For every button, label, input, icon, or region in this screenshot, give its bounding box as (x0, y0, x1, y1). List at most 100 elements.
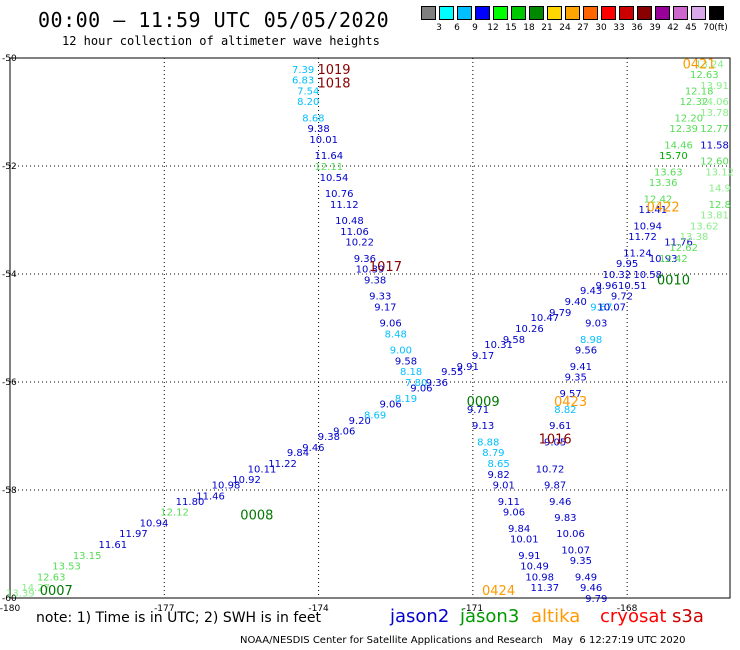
wave-height-point: 9.38 (307, 124, 329, 135)
satellite-legend-jason3: jason3 (460, 606, 520, 627)
wave-height-point: 10.39 (356, 265, 385, 276)
color-scale-swatch (457, 6, 472, 20)
wave-height-point: 12.42 (659, 254, 688, 265)
wave-height-point: 6.83 (292, 76, 314, 87)
wave-height-point: 13.15 (73, 551, 102, 562)
wave-height-point: 11.41 (639, 205, 668, 216)
wave-height-point: 12.18 (685, 86, 714, 97)
wave-height-point: 10.93 (649, 254, 678, 265)
wave-height-point: 9.83 (554, 513, 576, 524)
track-id-label: 0007 (40, 584, 73, 599)
wave-height-point: 13.62 (690, 221, 719, 232)
color-scale-swatch (673, 6, 688, 20)
wave-height-point: 11.64 (315, 151, 344, 162)
track-id-label: 0422 (647, 201, 680, 216)
color-scale-swatch (565, 6, 580, 20)
wave-height-point: 9.38 (364, 275, 386, 286)
y-tick-label: -54 (2, 270, 17, 280)
color-scale-swatch (421, 6, 436, 20)
track-id-label: 0421 (683, 57, 716, 72)
color-scale-tick: 27 (577, 23, 589, 33)
x-tick-label: -168 (617, 604, 638, 614)
wave-height-point: 12.62 (669, 243, 698, 254)
color-scale-tick: 33 (613, 23, 625, 33)
wave-height-point: 10.07 (561, 545, 590, 556)
track-id-label: 1018 (317, 76, 350, 91)
wave-height-point: 9.06 (379, 400, 401, 411)
color-scale-tick: 24 (559, 23, 571, 33)
color-scale-swatch (547, 6, 562, 20)
color-scale-swatch (691, 6, 706, 20)
wave-height-point: 13.24 (695, 59, 724, 70)
page-title: 00:00 – 11:59 UTC 05/05/2020 (38, 8, 390, 32)
wave-height-point: 11.72 (628, 232, 657, 243)
wave-height-point: 10.32 (603, 270, 632, 281)
wave-height-point: 9.57 (559, 389, 581, 400)
wave-height-point: 9.36 (354, 254, 376, 265)
wave-height-point: 9.46 (580, 583, 602, 594)
wave-height-point: 12.39 (669, 124, 698, 135)
wave-height-point: 11.97 (119, 529, 148, 540)
wave-height-point: 12.77 (700, 124, 729, 135)
track-id-label: 0008 (240, 508, 273, 523)
wave-height-point: 10.94 (633, 221, 662, 232)
wave-height-point: 9.35 (570, 556, 592, 567)
wave-height-point: 9.79 (585, 594, 607, 605)
wave-height-point: 11.80 (176, 497, 205, 508)
wave-height-point: 9.55 (441, 367, 463, 378)
y-tick-label: -58 (2, 486, 17, 496)
wave-height-point: 15.70 (659, 151, 688, 162)
wave-height-point: 13.36 (649, 178, 678, 189)
wave-height-point: 9.84 (287, 448, 309, 459)
x-tick-label: -171 (463, 604, 483, 614)
x-tick-label: -174 (308, 604, 329, 614)
wave-height-point: 8.69 (364, 410, 386, 421)
color-scale-tick: 18 (523, 23, 535, 33)
footer-note: note: 1) Time is in UTC; 2) SWH is in fe… (36, 610, 322, 626)
wave-height-point: 10.92 (232, 475, 261, 486)
x-tick-label: -177 (154, 604, 174, 614)
wave-height-point: 8.68 (302, 113, 324, 124)
wave-height-point: 7.39 (292, 65, 314, 76)
wave-height-point: 8.48 (385, 329, 407, 340)
axis-ticks: -180-177-174-171-168-16-50-52-54-56-58-6… (0, 54, 638, 614)
wave-height-point: 7.54 (297, 86, 319, 97)
color-scale-swatch (529, 6, 544, 20)
color-scale-tick: 6 (454, 23, 460, 33)
wave-height-point: 9.17 (472, 351, 494, 362)
color-scale-tick: 30 (595, 23, 607, 33)
wave-height-point: 11.37 (531, 583, 560, 594)
color-scale-swatch (601, 6, 616, 20)
wave-height-point: 9.17 (374, 302, 396, 313)
track-id-label: 0009 (467, 395, 500, 410)
wave-height-point: 9.05 (544, 437, 566, 448)
wave-height-point: 10.22 (345, 238, 374, 249)
wave-height-point: 10.98 (212, 481, 241, 492)
wave-height-point: 8.79 (482, 448, 504, 459)
wave-height-point: 12.63 (690, 70, 719, 81)
wave-height-point: 9.58 (395, 356, 417, 367)
wave-height-point: 10.51 (618, 281, 647, 292)
wave-height-point: 9.06 (503, 508, 525, 519)
plot-frame (9, 57, 731, 599)
wave-height-point: 12.8 (709, 200, 731, 211)
wave-height-point: 9.36 (426, 378, 448, 389)
color-scale-swatch (583, 6, 598, 20)
color-scale-tick: 42 (667, 23, 679, 33)
wave-height-point: 10.76 (325, 189, 354, 200)
wave-height-point: 10.06 (556, 529, 585, 540)
wave-height-point: 7.80 (405, 378, 427, 389)
color-scale-swatch (655, 6, 670, 20)
wave-height-point: 13.78 (700, 108, 729, 119)
footer-credit: NOAA/NESDIS Center for Satellite Applica… (240, 635, 686, 646)
wave-height-point: 10.58 (633, 270, 662, 281)
wave-height-point: 11.58 (700, 140, 729, 151)
wave-height-point: 9.61 (549, 421, 571, 432)
satellite-legend-cryosat: cryosat (600, 606, 667, 627)
wave-height-point: 9.06 (410, 383, 432, 394)
wave-height-point: 9.40 (565, 297, 587, 308)
wave-height-point: 13.81 (700, 211, 729, 222)
wave-height-point: 14.27 (21, 583, 50, 594)
wave-height-point: 10.11 (248, 464, 277, 475)
